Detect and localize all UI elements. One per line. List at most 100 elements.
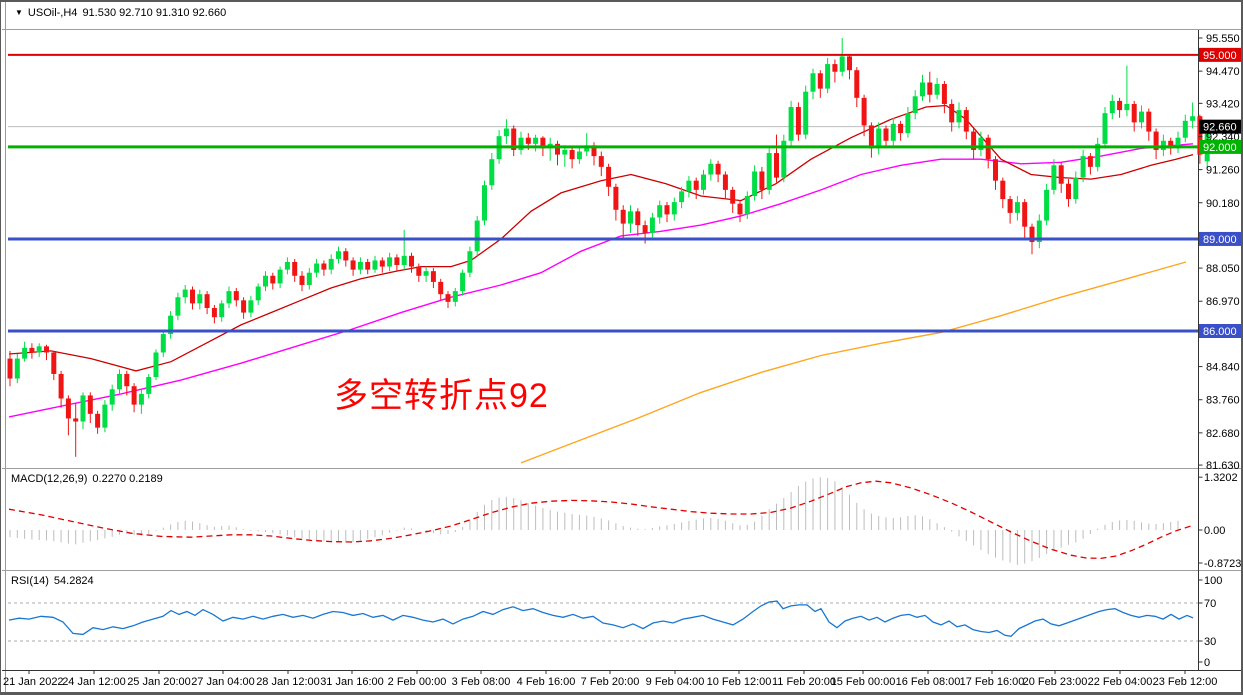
- candle-bear: [883, 128, 889, 141]
- candle-bull: [978, 137, 984, 150]
- rsi-axis-label: 0: [1204, 657, 1210, 669]
- candle-bull: [357, 261, 363, 270]
- candle-bear: [730, 189, 736, 204]
- ma-slow-orange: [520, 261, 1187, 464]
- time-tick-label: 2 Feb 00:00: [388, 676, 447, 688]
- time-tick-label: 27 Jan 04:00: [191, 676, 255, 688]
- candle-bull: [686, 180, 692, 192]
- chart-title: ▼ USOil-,H4 91.530 92.710 91.310 92.660: [15, 7, 226, 19]
- candle-bull: [175, 297, 181, 316]
- candle-bull: [1044, 189, 1050, 221]
- candle-bear: [898, 123, 904, 134]
- candle-bear: [7, 358, 13, 379]
- candle-bull: [788, 107, 794, 141]
- candle-bull: [401, 255, 407, 266]
- candle-bear: [540, 137, 546, 149]
- candle-bull: [1182, 120, 1188, 138]
- candle-bull: [876, 128, 882, 149]
- candle-bear: [65, 398, 71, 419]
- candle-bear: [795, 107, 801, 135]
- candle-bull: [489, 159, 495, 186]
- candle-bear: [598, 156, 604, 167]
- candle-bull: [825, 64, 831, 89]
- candle-bull: [226, 291, 232, 304]
- candle-bull: [138, 393, 144, 405]
- candle-bull: [423, 271, 429, 276]
- time-tick-label: 21 Jan 2022: [3, 676, 64, 688]
- candle-bull: [219, 303, 225, 318]
- ma-mid-magenta: [8, 143, 1194, 418]
- candle-bear: [971, 131, 977, 150]
- candle-bull: [810, 73, 816, 92]
- candle-bear: [204, 294, 210, 308]
- candle-bull: [533, 137, 539, 144]
- candle-bull: [460, 272, 466, 292]
- candle-bear: [350, 260, 356, 270]
- candle-bull: [1095, 143, 1101, 167]
- rsi-axis-label: 30: [1204, 636, 1216, 648]
- candle-bear: [525, 137, 531, 144]
- price-tick-label: 81.630: [1206, 460, 1240, 472]
- price-badge: [1199, 47, 1241, 62]
- candle-bear: [394, 257, 400, 266]
- candle-bear: [606, 166, 612, 187]
- macd-axis-label: 1.3202: [1204, 472, 1238, 484]
- macd-name: MACD(12,26,9): [11, 473, 88, 485]
- candle-bull: [920, 82, 925, 97]
- candle-bull: [277, 269, 283, 284]
- text-annotation[interactable]: 多空转折点92: [334, 377, 549, 415]
- rsi-axis-label: 70: [1204, 598, 1216, 610]
- candle-bull: [1175, 137, 1181, 149]
- candle-bear: [1131, 103, 1137, 123]
- candle-bear: [58, 373, 64, 399]
- candle-bear: [868, 125, 874, 149]
- candle-bull: [467, 251, 473, 273]
- time-tick-label: 15 Feb 00:00: [831, 676, 896, 688]
- candle-bull: [503, 128, 509, 137]
- candle-bull: [1160, 140, 1166, 150]
- window-frame-line: [5, 2, 6, 692]
- price-tick-label: 94.470: [1206, 66, 1240, 78]
- candle-bear: [642, 225, 648, 233]
- candle-bull: [744, 196, 750, 215]
- candle-bear: [511, 128, 517, 150]
- candle-bear: [847, 56, 852, 71]
- price-tick-label: 84.840: [1206, 362, 1240, 374]
- candle-bear: [241, 300, 247, 313]
- time-tick-label: 25 Jan 20:00: [127, 676, 191, 688]
- candle-bull: [328, 258, 334, 270]
- candle-bear: [211, 307, 217, 318]
- time-tick-label: 22 Feb 04:00: [1088, 676, 1153, 688]
- candle-bull: [255, 286, 261, 301]
- candle-bull: [803, 91, 809, 135]
- candle-bull: [1036, 220, 1042, 243]
- candle-bull: [679, 191, 685, 203]
- rsi-indicator-label: RSI(14) 54.2824: [11, 575, 94, 587]
- candle-bull: [306, 272, 312, 285]
- price-tick-label: 95.550: [1206, 33, 1240, 45]
- price-badge-label: 95.000: [1203, 50, 1237, 62]
- rsi-line: [8, 600, 1194, 637]
- candle-bear: [993, 159, 998, 181]
- candle-bear: [620, 209, 626, 224]
- price-tick-label: 88.050: [1206, 263, 1240, 275]
- macd-signal-line: [8, 480, 1192, 560]
- price-tick-label: 91.260: [1206, 165, 1240, 177]
- candle-bull: [890, 123, 896, 141]
- time-tick-label: 24 Jan 12:00: [62, 676, 126, 688]
- candle-bear: [190, 289, 195, 304]
- candle-bull: [168, 315, 174, 335]
- price-tick-label: 93.420: [1206, 98, 1240, 110]
- candle-bear: [270, 275, 276, 284]
- candle-bull: [584, 145, 590, 152]
- chevron-down-icon[interactable]: ▼: [15, 8, 23, 17]
- candle-bear: [1197, 116, 1203, 155]
- candle-bull: [36, 346, 42, 353]
- time-tick-label: 17 Feb 16:00: [960, 676, 1025, 688]
- candle-bear: [438, 281, 444, 295]
- rsi-axis-label: 100: [1204, 575, 1222, 587]
- candle-bull: [912, 96, 918, 114]
- candle-bear: [613, 186, 619, 210]
- candle-bear: [124, 373, 130, 387]
- candle-bull: [781, 140, 787, 178]
